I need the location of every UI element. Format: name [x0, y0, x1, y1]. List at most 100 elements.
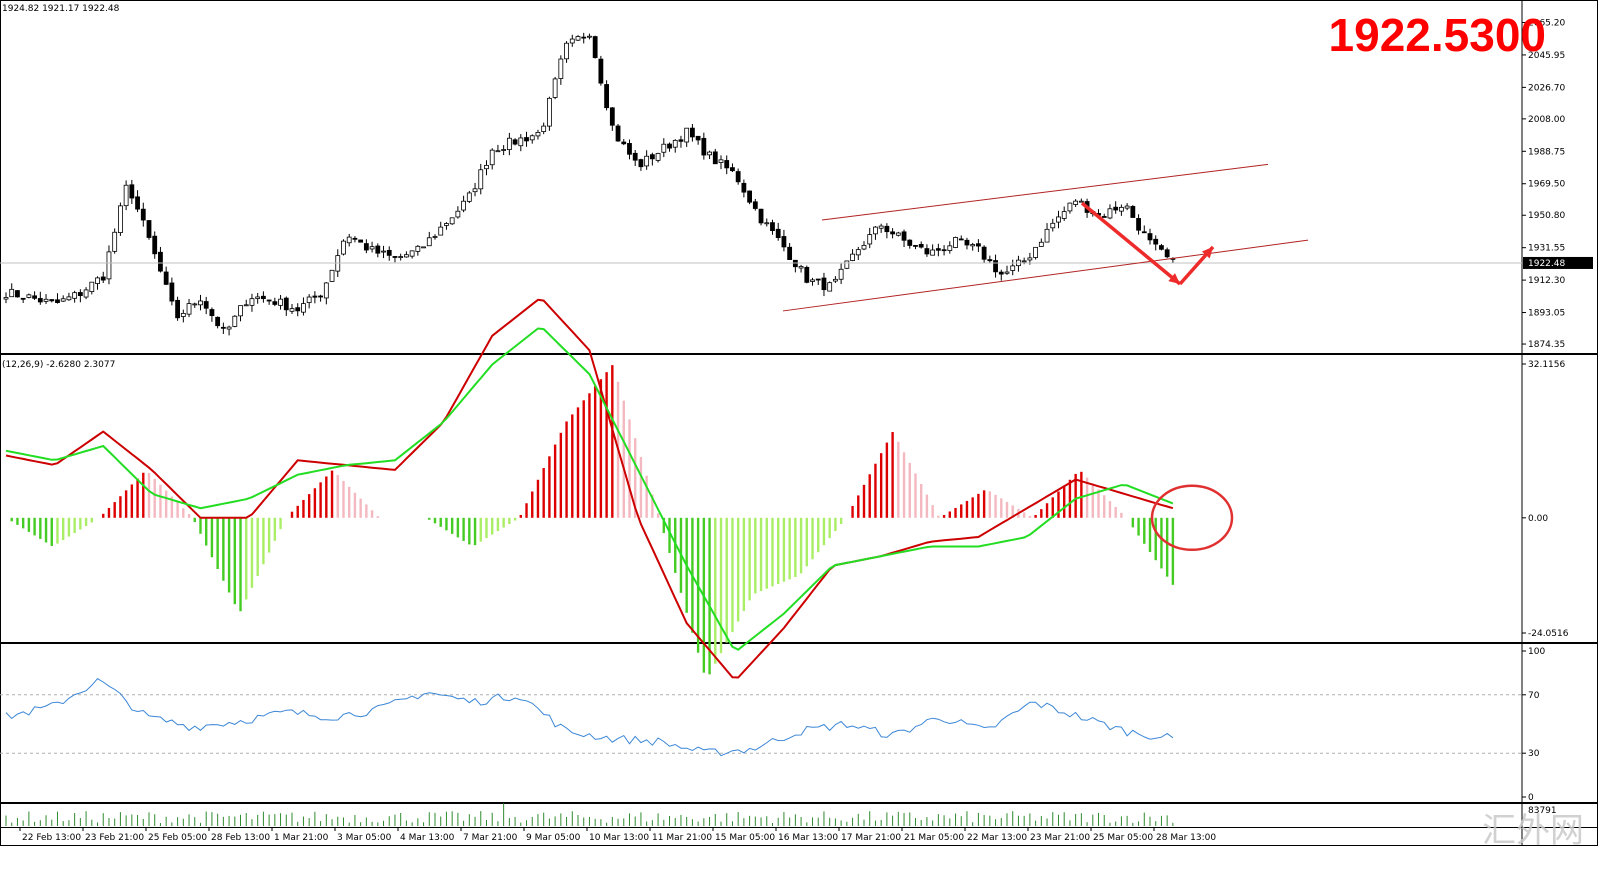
candle-body [352, 237, 358, 240]
candle-body [1130, 206, 1136, 218]
candle-body [690, 127, 695, 138]
macd-histogram-bar [1097, 489, 1100, 518]
macd-histogram-bar [245, 517, 248, 600]
candle-body [558, 58, 564, 79]
macd-histogram-bar [708, 517, 711, 675]
candle-body [198, 300, 203, 306]
macd-histogram-bar [902, 452, 906, 518]
candle-body [220, 326, 226, 329]
macd-histogram-bar [931, 505, 934, 518]
candle-body [1073, 200, 1079, 205]
candle-body [901, 231, 907, 241]
macd-histogram-bar [359, 498, 362, 518]
candle-body [998, 271, 1004, 275]
macd-histogram-bar [588, 393, 591, 518]
macd-histogram-bar [1080, 471, 1083, 518]
candle-body [615, 125, 621, 142]
candle-body [1159, 245, 1164, 250]
macd-histogram-bar [296, 505, 299, 518]
macd-histogram-bar [857, 495, 860, 518]
macd-histogram-bar [851, 505, 854, 518]
macd-histogram-bar [1154, 517, 1157, 561]
macd-histogram-bar [336, 475, 339, 518]
candle-body [77, 292, 83, 297]
macd-histogram-bar [937, 515, 940, 518]
candle-body [735, 171, 741, 183]
macd-histogram-bar [147, 472, 151, 518]
candle-body [135, 196, 140, 210]
macd-histogram-bar [153, 478, 156, 518]
macd-histogram-bar [1045, 503, 1049, 518]
macd-histogram-bar [628, 419, 631, 518]
candle-body [649, 154, 655, 160]
time-tick-label: 28 Feb 13:00 [211, 833, 270, 843]
macd-histogram-bar [828, 517, 831, 539]
macd-histogram-bar [879, 453, 883, 518]
macd-histogram-bar [788, 517, 791, 580]
candle-body [844, 260, 850, 269]
macd-histogram-bar [1051, 497, 1054, 518]
macd-histogram-bar [559, 432, 563, 518]
candle-body [541, 125, 547, 132]
candle-body [878, 225, 884, 229]
macd-histogram-bar [942, 514, 946, 518]
macd-histogram-bar [593, 386, 597, 518]
price-tick-label: 1874.35 [1528, 340, 1565, 350]
macd-histogram-bar [1063, 485, 1066, 518]
time-tick-label: 23 Mar 21:00 [1030, 833, 1090, 843]
macd-histogram-bar [136, 478, 139, 518]
candle-body [741, 182, 747, 193]
rsi-tick-label: 0 [1528, 793, 1534, 803]
macd-histogram-bar [748, 517, 751, 601]
macd-histogram-bar [925, 494, 929, 518]
macd-histogram-bar [576, 407, 580, 518]
macd-histogram-bar [1160, 517, 1163, 569]
candle-body [935, 248, 941, 251]
macd-histogram-bar [1085, 477, 1089, 518]
macd-histogram-bar [102, 513, 105, 518]
macd-histogram-bar [44, 517, 48, 543]
macd-histogram-bar [473, 517, 477, 546]
macd-histogram-bar [233, 517, 236, 605]
candle-body [472, 188, 478, 193]
chart-frame [0, 0, 1598, 846]
candle-body [118, 205, 123, 233]
candle-body [466, 192, 472, 202]
candle-body [260, 295, 266, 300]
candle-body [26, 294, 32, 298]
price-tick-label: 1931.55 [1528, 244, 1565, 254]
candle-body [346, 236, 352, 244]
candle-body [9, 288, 15, 298]
candle-body [804, 267, 810, 283]
macd-histogram-bar [754, 517, 757, 594]
price-tick-label: 2008.00 [1528, 115, 1565, 125]
macd-histogram-bar [605, 372, 608, 518]
candle-body [192, 303, 198, 306]
candle-body [295, 307, 301, 312]
macd-histogram-bar [313, 488, 317, 518]
candle-body [186, 303, 192, 315]
price-tick-label: 2045.95 [1528, 51, 1565, 61]
macd-line [5, 298, 1174, 679]
macd-histogram-bar [1000, 498, 1003, 518]
candle-body [838, 268, 844, 280]
candle-body [1153, 238, 1159, 245]
macd-histogram-bar [182, 508, 185, 518]
candle-body [444, 223, 449, 226]
candle-body [781, 236, 787, 248]
candle-body [415, 245, 421, 252]
macd-histogram-bar [542, 468, 545, 518]
macd-histogram-bar [1034, 514, 1037, 518]
macd-histogram-bar [531, 491, 534, 518]
macd-histogram-bar [571, 414, 574, 518]
candle-body [15, 290, 20, 298]
time-tick-label: 22 Mar 13:00 [967, 833, 1027, 843]
macd-histogram-bar [10, 517, 13, 522]
macd-histogram-bar [84, 517, 88, 526]
candle-body [707, 151, 712, 156]
macd-histogram-bar [1005, 501, 1009, 518]
candle-body [363, 243, 369, 251]
candle-body [621, 141, 627, 145]
highlight-circle [1150, 484, 1234, 552]
macd-histogram-bar [439, 517, 442, 527]
